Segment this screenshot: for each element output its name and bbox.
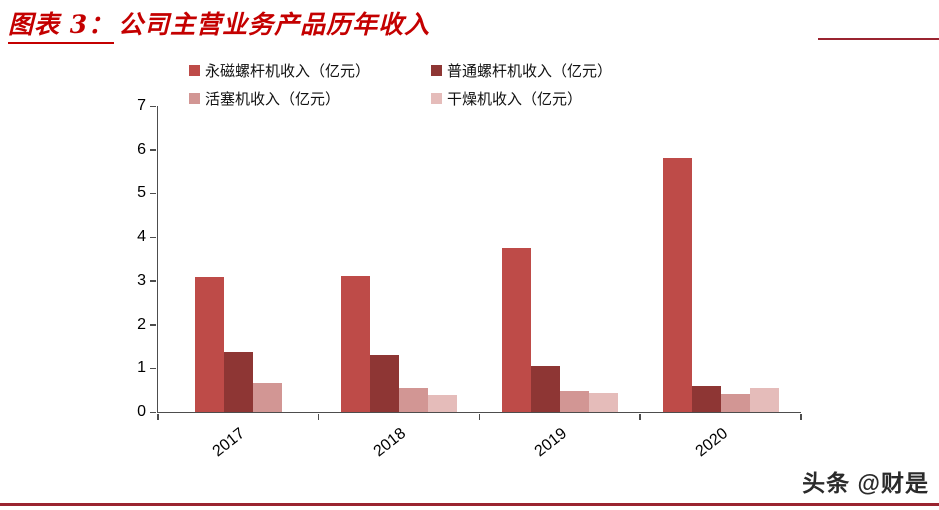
y-tick-label-5: 5 — [137, 184, 146, 202]
x-tick-mark — [639, 414, 641, 420]
bar-2017-普通螺杆机收入（亿元） — [223, 351, 253, 412]
y-tick-label-6: 6 — [137, 140, 146, 158]
watermark-text: 头条 @财是 — [802, 470, 929, 496]
x-tick-label-2019: 2019 — [531, 424, 570, 461]
y-tick-label-3: 3 — [137, 271, 146, 289]
figure-title: 图表 3： 公司主营业务产品历年收入 — [8, 5, 430, 44]
y-tick-mark — [150, 280, 156, 282]
chart-legend: 永磁螺杆机收入（亿元） 普通螺杆机收入（亿元） 活塞机收入（亿元） 干燥机收入（亿元） — [189, 60, 612, 109]
bar-group-2018 — [319, 106, 480, 412]
legend-item-4: 干燥机收入（亿元） — [431, 88, 612, 109]
legend-label: 干燥机收入（亿元） — [447, 91, 583, 108]
y-tick-label-0: 0 — [137, 403, 146, 420]
legend-swatch-icon — [431, 65, 442, 76]
legend-item-1: 永磁螺杆机收入（亿元） — [189, 60, 431, 81]
x-tick-mark — [800, 414, 802, 420]
y-tick-label-4: 4 — [137, 228, 146, 246]
y-tick-label-1: 1 — [137, 359, 146, 377]
legend-swatch-icon — [431, 93, 442, 104]
bar-2017-永磁螺杆机收入（亿元） — [194, 276, 224, 412]
legend-label: 永磁螺杆机收入（亿元） — [205, 63, 371, 80]
bar-2019-干燥机收入（亿元） — [588, 393, 618, 412]
x-axis-tick-labels: 2017 2018 2019 2020 — [157, 414, 800, 474]
x-tick-label-2018: 2018 — [370, 424, 410, 461]
bar-2018-干燥机收入（亿元） — [428, 394, 458, 412]
legend-item-2: 普通螺杆机收入（亿元） — [431, 60, 612, 81]
legend-label: 活塞机收入（亿元） — [205, 91, 341, 108]
y-tick-mark — [150, 105, 156, 107]
bar-group-2020 — [640, 106, 801, 412]
bar-2019-永磁螺杆机收入（亿元） — [501, 248, 531, 412]
y-tick-mark — [150, 324, 156, 326]
legend-item-3: 活塞机收入（亿元） — [189, 88, 431, 109]
y-axis-tick-labels: 0 1 2 3 4 5 6 7 — [112, 98, 146, 420]
x-tick-label-2017: 2017 — [209, 424, 249, 461]
y-tick-mark — [150, 367, 156, 370]
bar-2020-活塞机收入（亿元） — [720, 393, 750, 412]
y-tick-label-7: 7 — [137, 97, 146, 114]
bar-chart-plot-area — [150, 105, 802, 420]
bar-2020-普通螺杆机收入（亿元） — [691, 385, 721, 412]
x-tick-mark — [317, 414, 320, 420]
legend-label: 普通螺杆机收入（亿元） — [447, 63, 613, 80]
bar-2019-活塞机收入（亿元） — [559, 391, 589, 412]
figure-title-text: 公司主营业务产品历年收入 — [118, 10, 431, 39]
figure-number-label: 图表 3： — [8, 5, 115, 44]
bar-2017-活塞机收入（亿元） — [252, 383, 282, 412]
bar-2020-永磁螺杆机收入（亿元） — [662, 158, 692, 412]
bar-2020-干燥机收入（亿元） — [749, 387, 779, 412]
x-tick-mark — [478, 414, 480, 420]
bar-group-2019 — [480, 106, 641, 412]
x-tick-mark — [157, 414, 159, 420]
y-tick-mark — [150, 149, 156, 151]
y-tick-mark — [150, 236, 156, 239]
bar-group-2017 — [158, 106, 319, 412]
y-tick-mark — [150, 192, 156, 195]
x-tick-label-2020: 2020 — [692, 424, 731, 461]
bar-2019-普通螺杆机收入（亿元） — [530, 366, 560, 412]
top-right-rule — [818, 38, 939, 40]
y-tick-label-2: 2 — [137, 315, 146, 333]
bar-2018-永磁螺杆机收入（亿元） — [341, 275, 371, 412]
bar-2018-活塞机收入（亿元） — [399, 387, 429, 412]
bar-2018-普通螺杆机收入（亿元） — [370, 355, 400, 412]
legend-swatch-icon — [189, 65, 200, 76]
bottom-rule — [0, 503, 939, 506]
legend-swatch-icon — [189, 93, 200, 104]
y-tick-mark — [150, 411, 156, 413]
